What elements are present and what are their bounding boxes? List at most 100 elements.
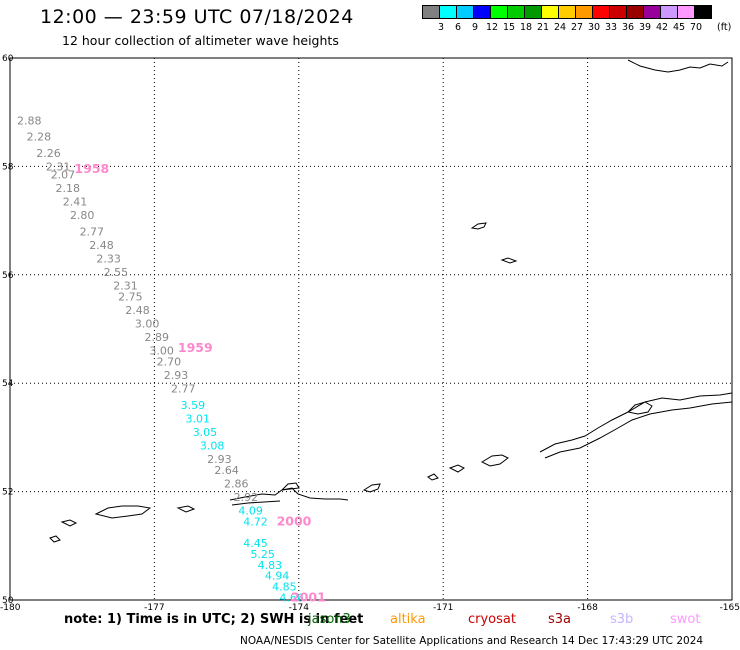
wave-height-value: 2.31 <box>46 160 71 173</box>
colorbar-unit: (ft) <box>717 22 732 33</box>
axis-ticks: -180 -177 -174 -171 -168 -165 50 52 54 56 58 60 <box>0 54 740 612</box>
colorbar-label: 33 <box>604 22 618 33</box>
wave-height-value: 2.93 <box>164 369 189 382</box>
atka-island <box>362 483 381 493</box>
colorbar-label: 9 <box>471 22 479 33</box>
colorbar-label: 27 <box>570 22 584 33</box>
alaska-peninsula-south <box>544 401 733 459</box>
kiska-island <box>176 505 196 513</box>
legend-item-s3b: s3b <box>610 612 634 627</box>
colorbar-label: 21 <box>536 22 550 33</box>
wave-height-value: 4.83 <box>258 559 283 572</box>
wave-height-value: 2.28 <box>27 131 52 144</box>
alaska-peninsula-coast <box>539 392 733 453</box>
wave-height-value: 2.77 <box>171 383 196 396</box>
wave-height-value: 2.64 <box>214 464 239 477</box>
wave-height-value: 2.86 <box>224 477 249 490</box>
wave-height-value: 4.94 <box>265 570 290 583</box>
wave-height-value: 2.77 <box>80 225 105 238</box>
aleutian-coastline <box>49 59 733 543</box>
colorbar-label: 70 <box>689 22 703 33</box>
wave-height-value: 3.59 <box>181 399 206 412</box>
map-frame <box>9 57 733 601</box>
colorbar-label: 30 <box>587 22 601 33</box>
legend-item-swot: swot <box>670 612 701 627</box>
delarof-islands <box>231 500 281 506</box>
wave-height-value: 3.00 <box>149 345 174 358</box>
wave-height-value: 3.01 <box>185 412 210 425</box>
unalaska-island <box>480 454 509 467</box>
wave-height-value: 4.66 <box>279 591 304 604</box>
colorbar-label: 6 <box>454 22 462 33</box>
islands-of-four-mountains <box>427 473 439 481</box>
kodiak-side-coast <box>626 401 653 415</box>
x-tick-label: -180 <box>0 603 21 612</box>
pass-time-label: 2001 <box>291 589 326 604</box>
pass-time-label: 2000 <box>277 513 312 528</box>
legend-item-cryosat: cryosat <box>468 612 516 627</box>
x-tick-label: -168 <box>577 603 598 612</box>
colorbar-label: 3 <box>437 22 445 33</box>
y-tick-label: 56 <box>2 271 14 281</box>
wave-height-value: 2.33 <box>96 253 121 266</box>
wave-height-value: 3.05 <box>193 426 218 439</box>
y-tick-label: 54 <box>2 379 14 389</box>
wave-height-value: 3.00 <box>135 318 160 331</box>
footer-note: note: 1) Time is in UTC; 2) SWH is in fe… <box>64 612 364 627</box>
y-tick-label: 58 <box>2 162 14 172</box>
y-tick-label: 50 <box>2 596 14 606</box>
wave-height-value: 2.92 <box>234 491 259 504</box>
colorbar-label: 39 <box>638 22 652 33</box>
wave-height-value: 4.72 <box>243 515 268 528</box>
x-tick-label: -165 <box>720 603 740 612</box>
wave-height-value: 2.55 <box>104 266 129 279</box>
wave-height-value: 2.41 <box>63 196 88 209</box>
map-subtitle: 12 hour collection of altimeter wave hei… <box>62 33 339 48</box>
wave-height-value: 2.18 <box>56 182 81 195</box>
x-tick-label: -177 <box>144 603 164 612</box>
legend-item-s3a: s3a <box>548 612 572 627</box>
wave-height-value: 2.93 <box>207 453 232 466</box>
colorbar-swatch <box>694 5 712 19</box>
wave-height-value: 4.45 <box>243 537 268 550</box>
wave-height-value: 2.07 <box>51 169 76 182</box>
colorbar-label: 12 <box>485 22 499 33</box>
wave-height-map: -180 -177 -174 -171 -168 -165 50 52 54 56 58 60 2.8… <box>0 54 740 612</box>
colorbar-label: 45 <box>672 22 686 33</box>
wave-height-value: 5.25 <box>250 548 275 561</box>
andreanof-islands <box>229 487 349 501</box>
legend-item-altika: altika <box>390 612 426 627</box>
rat-islands <box>94 505 152 519</box>
wave-height-colorbar <box>422 5 712 19</box>
wave-height-value: 2.48 <box>125 304 150 317</box>
colorbar-label: 42 <box>655 22 669 33</box>
x-tick-label: -171 <box>433 603 453 612</box>
wave-height-value: 2.26 <box>36 147 61 160</box>
umnak-island <box>448 464 465 473</box>
wave-height-value: 2.48 <box>89 239 114 252</box>
wave-height-value: 2.31 <box>113 280 138 293</box>
pass-time-labels: 1958 1959 2000 2001 <box>74 161 325 604</box>
wave-height-value: 4.09 <box>238 505 263 518</box>
colorbar-label: 15 <box>502 22 516 33</box>
map-title: 12:00 — 23:59 UTC 07/18/2024 <box>40 6 354 28</box>
wave-height-value: 2.80 <box>70 209 95 222</box>
colorbar-label: 18 <box>519 22 533 33</box>
y-tick-label: 60 <box>2 54 14 64</box>
y-tick-label: 52 <box>2 488 13 498</box>
near-islands <box>60 519 78 527</box>
legend-item-jason3: jason3 <box>308 612 351 627</box>
wave-height-value: 4.85 <box>272 580 297 593</box>
wave-height-value: 2.75 <box>118 290 143 303</box>
attu-island <box>49 535 61 543</box>
wave-height-value: 3.08 <box>200 440 225 453</box>
footer-credit: NOAA/NESDIS Center for Satellite Applica… <box>240 635 704 647</box>
colorbar-label: 36 <box>621 22 635 33</box>
pass-time-label: 1958 <box>74 161 109 176</box>
wave-height-value: 2.89 <box>145 331 170 344</box>
pribilof-island-1 <box>470 222 487 230</box>
alaska-mainland-coast <box>627 59 729 73</box>
wave-height-value: 2.70 <box>157 356 182 369</box>
colorbar-label: 24 <box>553 22 567 33</box>
pass-time-label: 1959 <box>178 340 213 355</box>
